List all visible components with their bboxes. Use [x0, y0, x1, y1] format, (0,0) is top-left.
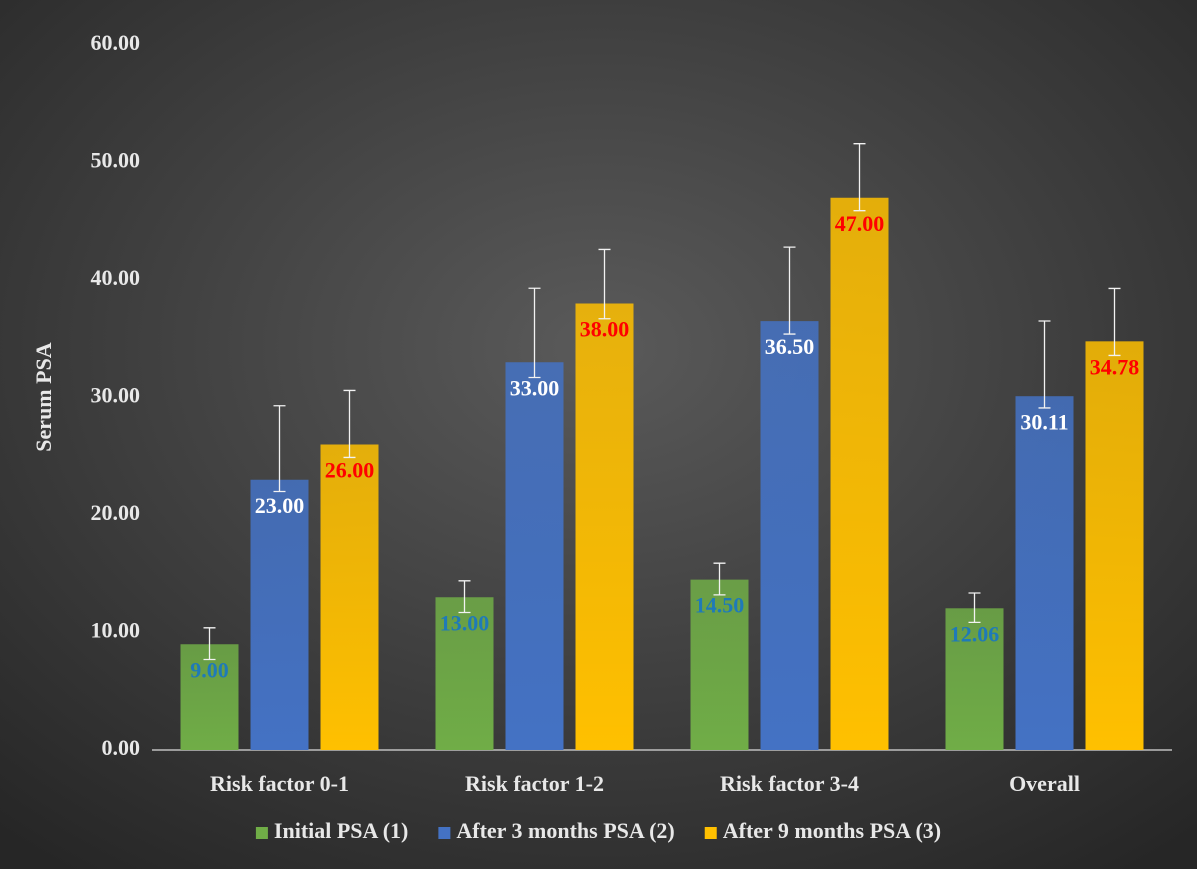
data-label: 14.50: [695, 593, 745, 618]
error-bar: [343, 389, 356, 459]
legend-swatch: [255, 827, 268, 839]
x-tick-label: Risk factor 0-1: [210, 771, 349, 796]
y-tick-label: 50.00: [91, 148, 141, 173]
data-label: 26.00: [325, 458, 375, 483]
data-label: 12.06: [950, 621, 1000, 646]
x-tick-label: Overall: [1009, 771, 1080, 796]
error-bar: [273, 405, 286, 493]
y-tick-label: 60.00: [91, 30, 141, 55]
error-bar: [203, 627, 216, 661]
y-tick-label: 10.00: [91, 618, 141, 643]
error-bar: [968, 592, 981, 624]
bar: [690, 579, 749, 750]
error-bar: [713, 562, 726, 596]
bar: [435, 597, 494, 750]
data-label: 36.50: [765, 334, 815, 359]
bar: [1015, 396, 1074, 750]
error-bar: [458, 580, 471, 614]
data-label: 9.00: [190, 657, 229, 682]
y-tick-label: 20.00: [91, 500, 141, 525]
bar: [505, 362, 564, 750]
data-label: 30.11: [1020, 409, 1068, 434]
legend-label: After 9 months PSA (3): [723, 818, 941, 843]
error-bar: [528, 287, 541, 379]
error-bar: [1038, 320, 1051, 409]
data-label: 47.00: [835, 211, 885, 236]
legend-label: After 3 months PSA (2): [456, 818, 674, 843]
bar: [320, 444, 379, 750]
error-bar: [853, 143, 866, 212]
x-tick-label: Risk factor 1-2: [465, 771, 604, 796]
y-tick-label: 30.00: [91, 383, 141, 408]
legend-swatch: [438, 827, 451, 839]
y-tick-label: 0.00: [102, 735, 141, 760]
data-label: 13.00: [440, 610, 490, 635]
error-bar: [1108, 287, 1121, 357]
bar: [945, 608, 1004, 750]
data-label: 34.78: [1090, 354, 1140, 379]
y-tick-label: 40.00: [91, 265, 141, 290]
bar: [830, 197, 889, 750]
legend-label: Initial PSA (1): [274, 818, 408, 843]
legend: Initial PSA (1) After 3 months PSA (2) Aft…: [255, 818, 941, 843]
bar: [1085, 341, 1144, 750]
bar: [250, 479, 309, 750]
data-label: 38.00: [580, 317, 630, 342]
legend-swatch: [704, 827, 717, 839]
data-label: 33.00: [510, 375, 560, 400]
bar: [575, 303, 634, 750]
error-bar: [598, 248, 611, 320]
data-label: 23.00: [255, 493, 305, 518]
bar: [180, 644, 239, 750]
x-tick-label: Risk factor 3-4: [720, 771, 859, 796]
error-bar: [783, 246, 796, 335]
bar: [760, 321, 819, 750]
y-axis-title: Serum PSA: [31, 342, 56, 452]
